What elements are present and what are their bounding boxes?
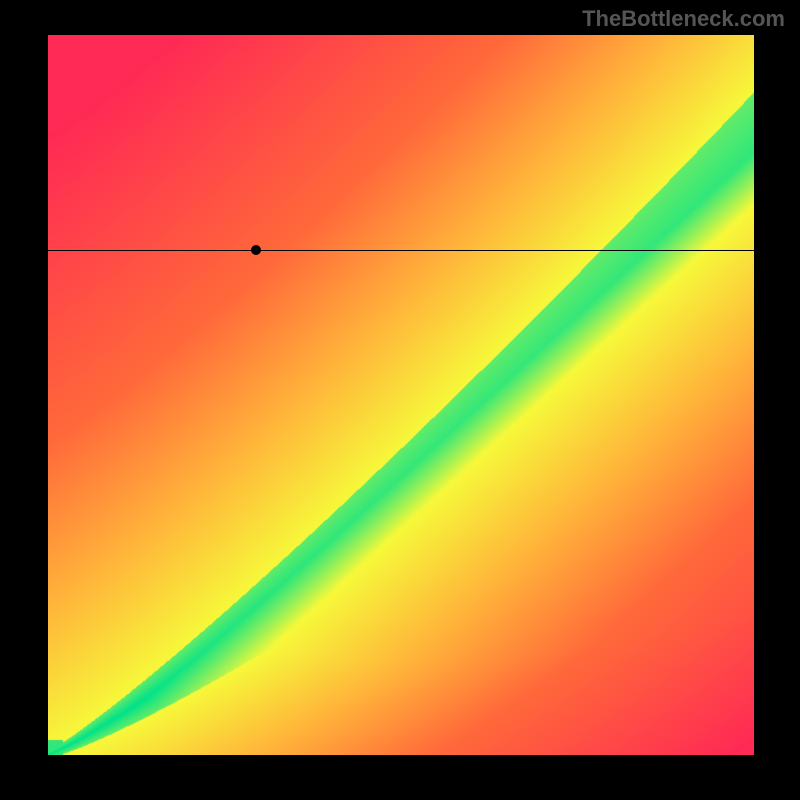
chart-container: TheBottleneck.com: [0, 0, 800, 800]
watermark-text: TheBottleneck.com: [582, 6, 785, 32]
heatmap-canvas: [48, 35, 754, 755]
data-point-marker: [251, 245, 261, 255]
heatmap-plot: [48, 35, 754, 755]
crosshair-vertical: [256, 760, 257, 800]
crosshair-horizontal: [48, 250, 754, 251]
